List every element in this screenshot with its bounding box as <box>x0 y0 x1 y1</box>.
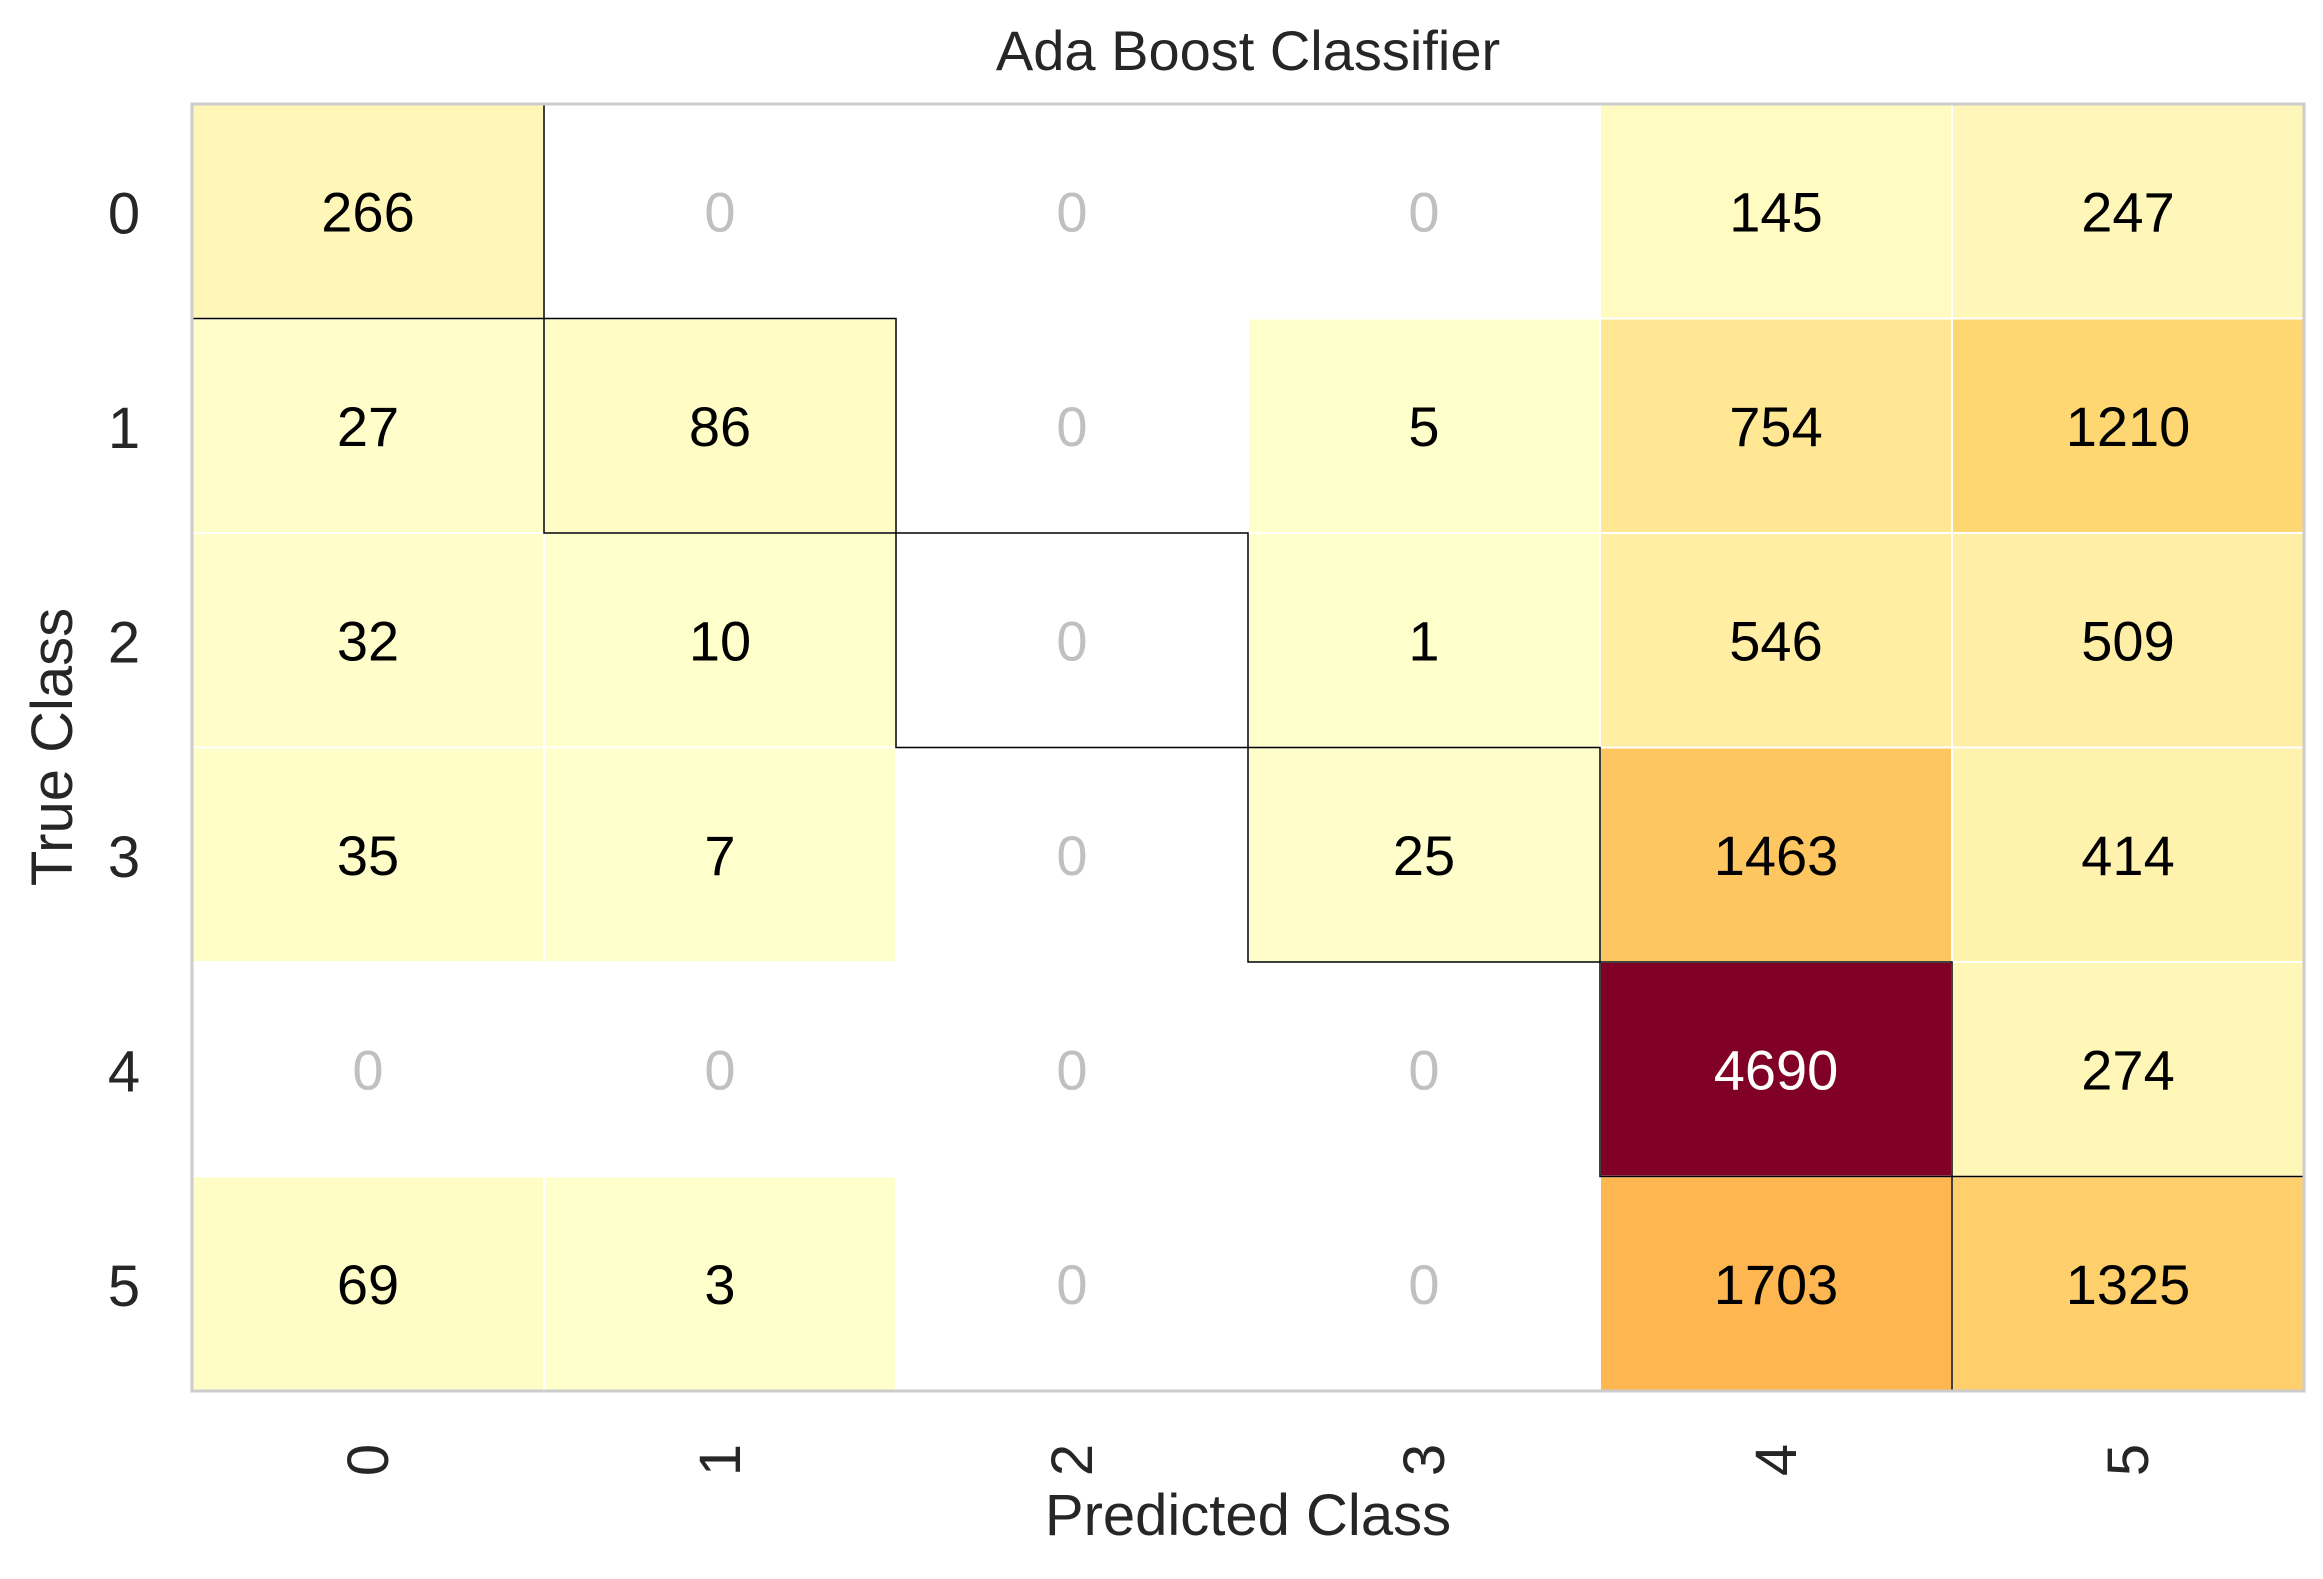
cell-label-r5-c0: 69 <box>337 1253 399 1316</box>
heatmap-cell-r3-c0 <box>191 746 545 963</box>
cell-label-r1-c3: 5 <box>1408 395 1439 458</box>
cell-label-r4-c4: 4690 <box>1714 1038 1839 1101</box>
cell-label-r1-c0: 27 <box>337 395 399 458</box>
cell-label-r2-c4: 546 <box>1729 609 1822 672</box>
y-tick-label-4: 4 <box>108 1039 140 1104</box>
cell-label-r3-c4: 1463 <box>1714 824 1839 887</box>
x-tick-labels: 0 1 2 3 4 5 <box>336 1444 2161 1476</box>
heatmap-cell-r5-c0 <box>191 1175 545 1392</box>
cell-label-r2-c0: 32 <box>337 609 399 672</box>
heatmap-cell-r4-c1 <box>543 961 897 1178</box>
cell-label-r2-c3: 1 <box>1408 609 1439 672</box>
cell-label-r3-c5: 414 <box>2081 824 2174 887</box>
heatmap-cell-r5-c2 <box>895 1175 1249 1392</box>
heatmap-cell-r3-c3 <box>1247 746 1601 963</box>
heatmap-cell-r5-c3 <box>1247 1175 1601 1392</box>
cell-label-r0-c4: 145 <box>1729 180 1822 243</box>
diagonal-outline-2 <box>895 532 1249 749</box>
heatmap-cell-r2-c4 <box>1599 532 1953 749</box>
x-tick-label-3: 3 <box>1392 1444 1457 1476</box>
heatmap-cell-r3-c2 <box>895 746 1249 963</box>
heatmap-cell-r1-c1 <box>543 317 897 534</box>
cell-label-r5-c3: 0 <box>1408 1253 1439 1316</box>
cell-value-labels: 266 0 0 0 145 247 27 86 0 5 754 1210 32 10 0 1 546 509 35 7… <box>321 180 2190 1316</box>
diagonal-outline-4 <box>1599 961 1953 1178</box>
plot-frame <box>190 102 2306 1393</box>
heatmap-cell-r3-c1 <box>543 746 897 963</box>
cell-label-r5-c4: 1703 <box>1714 1253 1839 1316</box>
cell-label-r2-c5: 509 <box>2081 609 2174 672</box>
heatmap-cell-r0-c0 <box>191 103 545 320</box>
cell-label-r5-c2: 0 <box>1056 1253 1087 1316</box>
x-tick-label-1: 1 <box>688 1444 753 1476</box>
cell-label-r3-c3: 25 <box>1393 824 1455 887</box>
heatmap-cell-r2-c0 <box>191 532 545 749</box>
heatmap-cell-r4-c4 <box>1599 961 1953 1178</box>
cell-label-r4-c3: 0 <box>1408 1038 1439 1101</box>
x-axis-label: Predicted Class <box>1045 1483 1451 1548</box>
cell-label-r4-c0: 0 <box>352 1038 383 1101</box>
heatmap-cells <box>191 103 2305 1392</box>
heatmap-cell-r2-c3 <box>1247 532 1601 749</box>
heatmap-cell-r4-c0 <box>191 961 545 1178</box>
diagonal-outline-3 <box>1247 746 1601 963</box>
heatmap-cell-r1-c3 <box>1247 317 1601 534</box>
cell-label-r1-c4: 754 <box>1729 395 1822 458</box>
heatmap-cell-r2-c2 <box>895 532 1249 749</box>
x-tick-label-4: 4 <box>1744 1444 1809 1476</box>
heatmap-cell-r2-c1 <box>543 532 897 749</box>
cell-label-r4-c2: 0 <box>1056 1038 1087 1101</box>
heatmap-cell-r1-c5 <box>1951 317 2305 534</box>
cell-label-r0-c2: 0 <box>1056 180 1087 243</box>
cell-label-r4-c5: 274 <box>2081 1038 2174 1101</box>
cell-label-r5-c1: 3 <box>704 1253 735 1316</box>
x-tick-label-0: 0 <box>336 1444 401 1476</box>
y-tick-label-5: 5 <box>108 1254 140 1319</box>
heatmap-cell-r3-c5 <box>1951 746 2305 963</box>
heatmap-cell-r5-c4 <box>1599 1175 1953 1392</box>
y-tick-label-3: 3 <box>108 825 140 890</box>
y-tick-label-0: 0 <box>108 181 140 246</box>
cell-label-r1-c1: 86 <box>689 395 751 458</box>
cell-label-r2-c2: 0 <box>1056 609 1087 672</box>
diagonal-outline-1 <box>543 317 897 534</box>
chart-title: Ada Boost Classifier <box>996 19 1500 82</box>
y-tick-label-2: 2 <box>108 610 140 675</box>
cell-label-r5-c5: 1325 <box>2066 1253 2191 1316</box>
cell-label-r1-c5: 1210 <box>2066 395 2191 458</box>
heatmap-cell-r4-c5 <box>1951 961 2305 1178</box>
x-tick-label-5: 5 <box>2096 1444 2161 1476</box>
cell-label-r0-c0: 266 <box>321 180 414 243</box>
cell-label-r4-c1: 0 <box>704 1038 735 1101</box>
heatmap-cell-r0-c3 <box>1247 103 1601 320</box>
heatmap-cell-r0-c2 <box>895 103 1249 320</box>
cell-label-r0-c5: 247 <box>2081 180 2174 243</box>
heatmap-cell-r1-c0 <box>191 317 545 534</box>
heatmap-cell-r2-c5 <box>1951 532 2305 749</box>
cell-label-r0-c1: 0 <box>704 180 735 243</box>
cell-label-r3-c0: 35 <box>337 824 399 887</box>
y-tick-labels: 0 1 2 3 4 5 <box>108 181 140 1319</box>
cell-label-r0-c3: 0 <box>1408 180 1439 243</box>
cell-label-r2-c1: 10 <box>689 609 751 672</box>
y-axis-label: True Class <box>20 608 85 886</box>
x-tick-label-2: 2 <box>1040 1444 1105 1476</box>
cell-label-r1-c2: 0 <box>1056 395 1087 458</box>
heatmap-cell-r3-c4 <box>1599 746 1953 963</box>
cell-label-r3-c2: 0 <box>1056 824 1087 887</box>
cell-label-r3-c1: 7 <box>704 824 735 887</box>
y-tick-label-1: 1 <box>108 396 140 461</box>
